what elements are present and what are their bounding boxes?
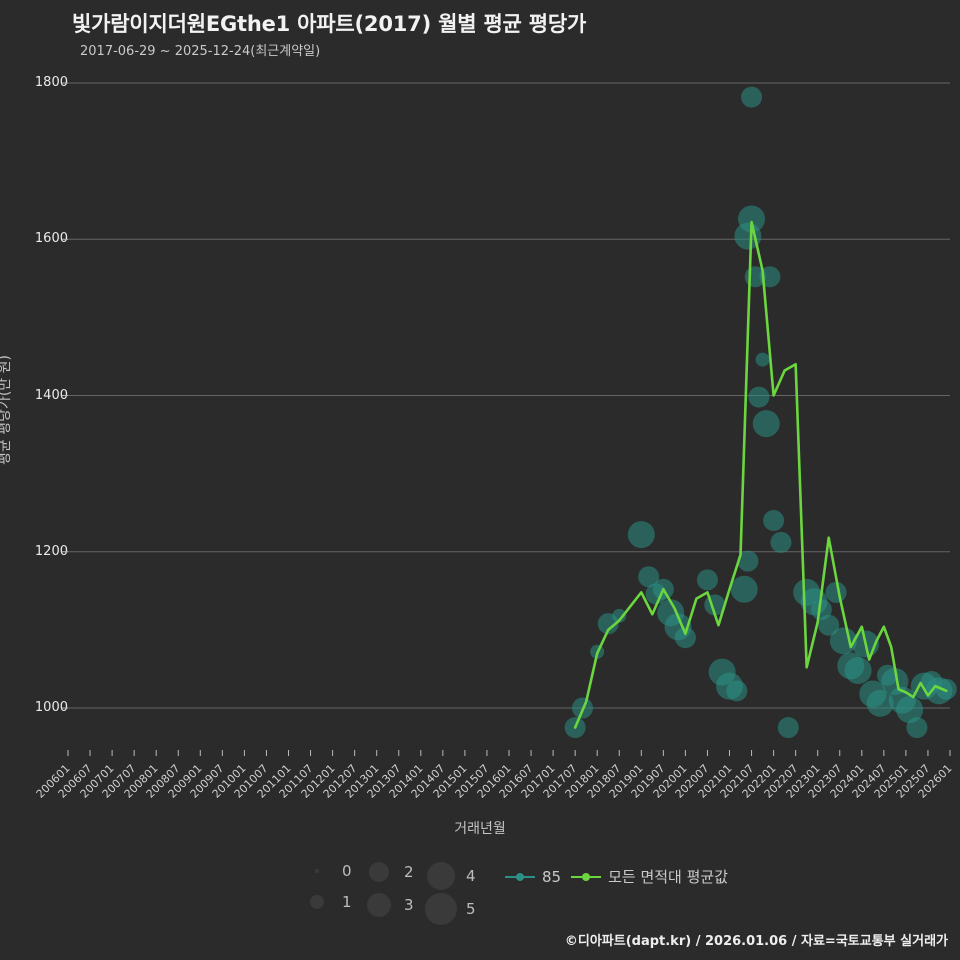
y-axis-tick-1400: 1400: [34, 387, 68, 403]
legend-size-label: 4: [466, 867, 476, 885]
data-bubble[interactable]: [763, 510, 785, 531]
legend-bubble-size: 0 1 2 3 4 5: [300, 862, 500, 925]
data-bubble[interactable]: [777, 717, 799, 739]
legend-bubble-glyph: [362, 862, 396, 882]
legend-series-label: 모든 면적대 평균값: [608, 868, 729, 886]
data-bubble[interactable]: [674, 627, 696, 649]
data-bubble[interactable]: [752, 410, 780, 438]
legend-size-item-1: 1: [300, 893, 364, 911]
data-bubble[interactable]: [741, 86, 763, 108]
data-bubble[interactable]: [612, 608, 627, 623]
legend-series-group: 85 모든 면적대 평균값: [505, 866, 728, 887]
y-axis-tick-1600: 1600: [34, 231, 68, 247]
x-axis-label: 거래년월: [454, 821, 506, 837]
data-bubble[interactable]: [810, 599, 832, 621]
chart-subtitle: 2017-06-29 ~ 2025-12-24(최근계약일): [80, 44, 321, 59]
legend-series-item-1[interactable]: 85: [505, 868, 561, 886]
legend-size-label: 0: [342, 862, 352, 880]
legend-size-label: 5: [466, 900, 476, 918]
data-bubble[interactable]: [696, 569, 718, 591]
legend-size-item-3: 3: [362, 893, 426, 917]
legend-bubble-glyph: [300, 895, 334, 909]
data-bubble[interactable]: [906, 717, 928, 739]
legend-series-label: 85: [542, 867, 562, 886]
y-axis-tick-1800: 1800: [34, 75, 68, 90]
legend-size-item-5: 5: [424, 893, 488, 925]
y-axis-tick-group: 1000 1200 1400 1600 1800: [0, 0, 68, 760]
data-bubble[interactable]: [638, 566, 660, 588]
data-bubble[interactable]: [734, 222, 762, 250]
legend-bubble-icon: [369, 862, 389, 882]
data-bubble[interactable]: [770, 531, 792, 553]
data-bubble[interactable]: [737, 550, 759, 572]
legend-size-label: 2: [404, 863, 414, 881]
legend-size-label: 1: [342, 893, 352, 911]
data-bubble[interactable]: [896, 696, 924, 724]
legend-size-item-0: 0: [300, 862, 364, 880]
legend-bubble-glyph: [362, 893, 396, 917]
legend-series-marker-icon: [505, 871, 535, 883]
legend-bubble-icon: [367, 893, 391, 917]
data-bubble[interactable]: [730, 575, 758, 603]
data-bubble[interactable]: [818, 614, 840, 636]
legend-series-marker-icon: [571, 871, 602, 883]
legend-size-item-2: 2: [362, 862, 426, 882]
legend-bubble-icon: [310, 895, 324, 909]
legend-series-item-2[interactable]: 모든 면적대 평균값: [571, 866, 728, 887]
legend-bubble-glyph: [424, 862, 458, 890]
y-axis-tick-1000: 1000: [34, 700, 68, 715]
data-bubble[interactable]: [755, 352, 770, 367]
data-bubble[interactable]: [748, 386, 770, 408]
legend-bubble-icon: [427, 862, 455, 890]
data-bubble[interactable]: [866, 689, 894, 717]
legend-bubble-icon: [315, 869, 319, 873]
average-line[interactable]: [573, 220, 948, 729]
legend-bubble-icon: [425, 893, 457, 925]
footer-credit: ©디아파트(dapt.kr) / 2026.01.06 / 자료=국토교통부 실…: [564, 934, 948, 949]
legend-size-item-4: 4: [424, 862, 488, 890]
data-bubble[interactable]: [627, 521, 655, 549]
y-axis-tick-1200: 1200: [34, 543, 68, 559]
data-bubble[interactable]: [726, 680, 748, 702]
data-bubble[interactable]: [825, 581, 847, 603]
legend-bubble-glyph: [300, 869, 334, 873]
legend-size-label: 3: [404, 896, 414, 914]
data-bubble[interactable]: [935, 678, 957, 700]
data-bubble[interactable]: [844, 657, 872, 684]
legend-bubble-glyph: [424, 893, 458, 925]
page-title: 빛가람이지더원EGthe1 아파트(2017) 월별 평균 평당가: [72, 12, 587, 36]
